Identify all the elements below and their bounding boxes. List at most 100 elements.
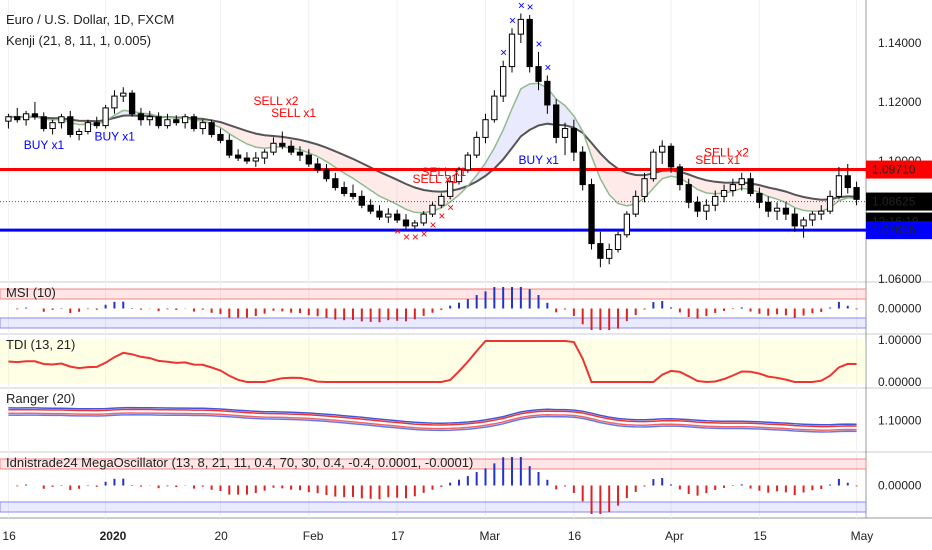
ma-cloud-segment	[299, 139, 309, 153]
y-tick-label: 0.00000	[878, 375, 922, 389]
candle-body	[535, 66, 542, 82]
cross-marker: ×	[394, 224, 401, 238]
candle-body	[826, 195, 834, 212]
candle-body	[650, 151, 657, 180]
candle-body	[75, 131, 83, 135]
ma-cloud-segment	[494, 129, 504, 169]
ma-cloud-segment	[335, 151, 345, 174]
candle-body	[791, 213, 798, 227]
x-tick-label: Feb	[303, 529, 324, 543]
candle-body	[261, 151, 268, 159]
signal-label: BUY x1	[94, 129, 135, 143]
chart-title: Euro / U.S. Dollar, 1D, FXCM	[6, 12, 175, 27]
candle-body	[676, 166, 684, 186]
cross-marker: ×	[544, 60, 551, 74]
candle-body	[358, 195, 365, 206]
cross-marker: ×	[447, 200, 454, 214]
candle-body	[208, 122, 215, 135]
candle-body	[508, 33, 516, 68]
candle-body	[835, 175, 843, 197]
x-tick-label: 16	[2, 529, 16, 543]
candle-body	[455, 169, 463, 183]
candle-body	[614, 234, 622, 250]
candle-body	[765, 201, 772, 212]
ma-cloud-segment	[512, 88, 521, 148]
upper-band	[0, 288, 867, 300]
candle-body	[349, 192, 357, 197]
candle-body	[40, 116, 47, 130]
candle-body	[243, 157, 251, 162]
ranger-band-line	[8, 406, 857, 426]
candle-body	[367, 204, 374, 212]
signal-label: SELL x2	[253, 94, 298, 108]
candle-body	[128, 92, 136, 115]
candle-body	[14, 116, 21, 121]
candle-body	[199, 122, 206, 130]
y-tick-label: 0.00000	[878, 479, 922, 493]
candle-body	[659, 145, 666, 153]
x-tick-label: May	[851, 529, 874, 543]
cross-marker: ×	[412, 230, 419, 244]
candle-body	[31, 113, 39, 118]
cross-marker: ×	[438, 209, 445, 223]
cross-marker: ×	[527, 0, 534, 14]
signal-label: SELL x1	[413, 172, 458, 186]
ma-cloud-segment	[352, 158, 362, 185]
x-tick-label: 16	[568, 529, 582, 543]
candle-body	[597, 243, 604, 259]
ranger-band-line	[8, 408, 857, 428]
candle-body	[773, 207, 781, 212]
candle-body	[579, 151, 586, 186]
ma-cloud-segment	[706, 180, 716, 194]
candle-body	[588, 184, 595, 245]
candle-body	[67, 116, 74, 135]
candle-body	[226, 139, 233, 156]
candle-body	[394, 213, 401, 221]
candle-body	[500, 66, 507, 97]
candle-body	[332, 178, 339, 189]
candle-body	[517, 18, 525, 35]
cross-marker: ×	[500, 46, 507, 60]
candle-body	[738, 178, 745, 186]
price-tag-box	[866, 221, 932, 240]
ma-cloud-segment	[803, 197, 813, 212]
x-tick-label: Apr	[665, 529, 684, 543]
candle-body	[438, 195, 445, 206]
candle-body	[111, 95, 118, 109]
y-tick-label: 1.06000	[878, 272, 922, 286]
candle-body	[720, 190, 728, 197]
candle-body	[49, 122, 56, 130]
candle-body	[402, 219, 410, 227]
candle-body	[102, 107, 109, 127]
candle-body	[376, 210, 383, 218]
candle-body	[685, 184, 692, 203]
candle-body	[314, 163, 321, 171]
candle-body	[694, 201, 701, 212]
ma-cloud-segment	[688, 174, 698, 190]
ma-cloud-segment	[246, 131, 256, 148]
candle-body	[623, 213, 631, 236]
candle-body	[385, 213, 392, 218]
tdi-line	[8, 340, 857, 384]
candle-body	[217, 133, 224, 141]
candle-body	[641, 178, 648, 197]
candle-body	[340, 187, 348, 194]
candle-body	[570, 128, 578, 153]
candle-body	[447, 181, 454, 197]
ma-cloud-segment	[759, 185, 769, 197]
price-tag-label: 1.08625	[872, 195, 916, 209]
pane-title: MSI (10)	[6, 285, 56, 300]
ranger-band-line	[8, 412, 857, 431]
ma-cloud-segment	[609, 162, 619, 204]
ma-cloud-segment	[503, 108, 513, 160]
pane-title: TDI (13, 21)	[6, 337, 75, 352]
price-tag-box	[866, 160, 932, 179]
pane-title: Ranger (20)	[6, 391, 75, 406]
candle-body	[544, 80, 551, 106]
candle-body	[411, 222, 418, 227]
candle-body	[844, 175, 851, 189]
ma-cloud-segment	[768, 187, 778, 200]
y-tick-label: 1.10000	[878, 414, 922, 428]
candle-body	[252, 157, 259, 162]
